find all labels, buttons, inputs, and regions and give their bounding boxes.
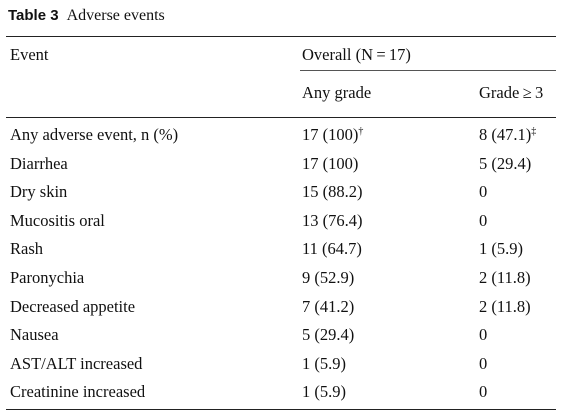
cell-grade3-value: 8 (47.1) [479,125,532,144]
cell-any-grade-value: 17 (100) [302,125,359,144]
cell-any-grade-value: 15 (88.2) [302,182,363,202]
cell-grade3: 0 [479,181,487,203]
cell-any-grade-value: 1 (5.9) [302,382,346,402]
cell-grade3-value: 0 [479,325,488,345]
cell-event: Rash [10,239,43,259]
cell-grade3-value: 0 [479,210,488,230]
header-any-grade: Any grade [302,83,372,102]
table-label: Table 3 [8,7,59,24]
table-row: Rash 11 (64.7) 1 (5.9) [0,238,562,266]
cell-grade3: 8 (47.1)‡ [479,124,536,146]
table-row: Mucositis oral 13 (76.4) 0 [0,210,562,238]
table-row: Paronychia 9 (52.9) 2 (11.8) [0,267,562,295]
table-row: Nausea 5 (29.4) 0 [0,324,562,352]
cell-grade3: 5 (29.4) [479,153,531,175]
cell-grade3-value: 0 [479,382,488,402]
cell-grade3-value: 2 (11.8) [479,296,531,316]
cell-any-grade: 7 (41.2) [302,296,354,318]
cell-any-grade-value: 5 (29.4) [302,325,355,345]
table-caption: Table 3 Adverse events [8,6,165,26]
footnote-mark: ‡ [531,126,537,137]
cell-any-grade: 11 (64.7) [302,238,362,260]
cell-grade3: 2 (11.8) [479,296,531,318]
cell-grade3-value: 0 [479,353,488,373]
cell-any-grade: 17 (100) [302,153,358,175]
cell-grade3: 1 (5.9) [479,238,523,260]
cell-grade3: 0 [479,324,487,346]
table-row: Creatinine increased 1 (5.9) 0 [0,381,562,409]
header-grade3: Grade ≥ 3 [479,83,544,102]
cell-any-grade-value: 9 (52.9) [302,268,355,287]
cell-event: Any adverse event, n (%) [10,125,179,144]
cell-any-grade: 15 (88.2) [302,181,363,203]
cell-grade3: 0 [479,353,487,375]
cell-event: Nausea [10,325,59,345]
cell-any-grade-value: 7 (41.2) [302,296,355,316]
cell-any-grade-value: 13 (76.4) [302,210,363,230]
table-row: Diarrhea 17 (100) 5 (29.4) [0,153,562,181]
cell-any-grade: 13 (76.4) [302,210,363,232]
cell-grade3-value: 2 (11.8) [479,268,531,287]
top-rule [6,36,556,37]
cell-event: Creatinine increased [10,382,146,402]
cell-any-grade-value: 11 (64.7) [302,239,362,259]
cell-any-grade: 1 (5.9) [302,353,346,375]
footnote-mark: † [358,126,364,137]
header-event: Event [10,45,49,64]
header-overall: Overall (N = 17) [302,45,411,64]
cell-any-grade-value: 1 (5.9) [302,353,346,373]
cell-any-grade: 1 (5.9) [302,381,346,403]
header-rule [6,117,556,118]
cell-grade3: 0 [479,381,487,403]
table-title: Adverse events [66,7,165,24]
cell-event: Mucositis oral [10,210,105,230]
cell-any-grade: 9 (52.9) [302,267,354,289]
cell-event: Paronychia [10,268,85,287]
cell-event: Dry skin [10,182,68,202]
spanner-rule [300,70,556,71]
table-row: Any adverse event, n (%) 17 (100)† 8 (47.1… [0,124,562,152]
cell-grade3: 2 (11.8) [479,267,531,289]
cell-grade3-value: 5 (29.4) [479,153,532,173]
table-row: Decreased appetite 7 (41.2) 2 (11.8) [0,296,562,324]
table-row: AST/ALT increased 1 (5.9) 0 [0,353,562,381]
cell-event: Decreased appetite [10,296,136,316]
cell-any-grade: 17 (100)† [302,124,363,146]
bottom-rule [6,409,556,410]
cell-event: AST/ALT increased [10,353,143,373]
cell-any-grade-value: 17 (100) [302,153,359,173]
cell-any-grade: 5 (29.4) [302,324,354,346]
cell-event: Diarrhea [10,153,68,173]
cell-grade3: 0 [479,210,487,232]
cell-grade3-value: 0 [479,182,488,202]
cell-grade3-value: 1 (5.9) [479,239,523,259]
table-row: Dry skin 15 (88.2) 0 [0,181,562,209]
